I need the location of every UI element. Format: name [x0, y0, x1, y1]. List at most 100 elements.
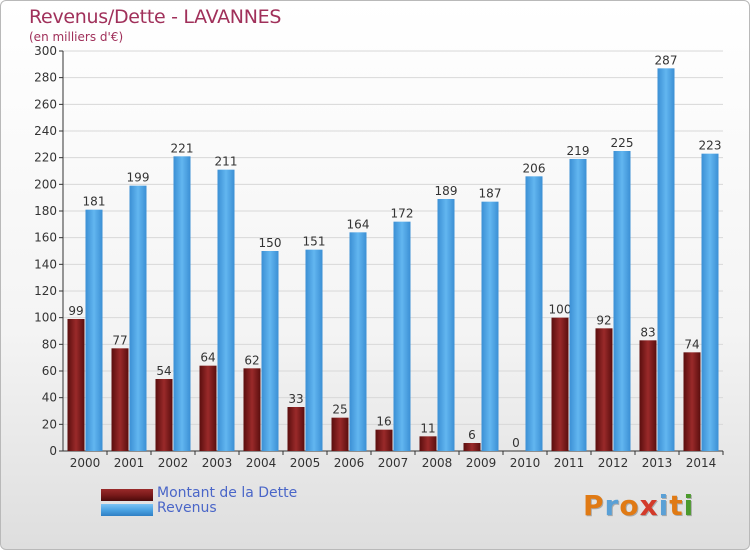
bar-dette — [331, 417, 349, 451]
legend-swatch-revenus — [101, 504, 153, 516]
legend-item-dette: Montant de la Dette — [101, 485, 361, 503]
data-label-revenus: 206 — [523, 161, 546, 175]
legend-label-revenus: Revenus — [157, 500, 217, 516]
data-label-dette: 25 — [332, 403, 347, 417]
data-label-dette: 83 — [640, 325, 655, 339]
bar-dette — [463, 443, 481, 451]
data-label-dette: 6 — [468, 428, 476, 442]
bar-dette — [551, 317, 569, 451]
bar-revenus — [349, 232, 367, 451]
data-label-revenus: 225 — [611, 136, 634, 150]
bar-dette — [67, 319, 85, 451]
logo-letter: i — [683, 489, 695, 522]
data-label-dette: 16 — [376, 415, 391, 429]
bar-dette — [375, 429, 393, 451]
bar-revenus — [173, 156, 191, 452]
bar-dette — [639, 340, 657, 451]
logo-letter: P — [583, 489, 605, 522]
data-label-dette: 64 — [200, 351, 215, 365]
bar-revenus — [393, 221, 411, 451]
data-label-dette: 74 — [684, 337, 699, 351]
legend-swatch-dette — [101, 489, 153, 501]
data-label-dette: 77 — [112, 333, 127, 347]
bar-dette — [155, 379, 173, 451]
data-label-revenus: 219 — [567, 144, 590, 158]
data-label-dette: 92 — [596, 313, 611, 327]
data-label-revenus: 223 — [699, 139, 722, 153]
bar-revenus — [305, 249, 323, 451]
bar-revenus — [129, 185, 147, 451]
x-tick-label: 2000 — [70, 456, 101, 470]
y-tick-label: 160 — [34, 231, 57, 245]
bar-revenus — [613, 151, 631, 451]
y-tick-label: 120 — [34, 284, 57, 298]
bar-revenus — [261, 251, 279, 451]
bar-dette — [111, 348, 129, 451]
x-tick-label: 2004 — [246, 456, 277, 470]
data-label-dette: 33 — [288, 392, 303, 406]
data-label-revenus: 287 — [655, 53, 678, 67]
y-tick-label: 300 — [34, 44, 57, 58]
bar-revenus — [701, 153, 719, 451]
data-label-dette: 11 — [420, 421, 435, 435]
y-tick-label: 260 — [34, 97, 57, 111]
bar-dette — [595, 328, 613, 451]
x-tick-label: 2012 — [598, 456, 629, 470]
y-tick-label: 200 — [34, 177, 57, 191]
logo-letter: i — [658, 489, 670, 522]
logo-letter: x — [639, 489, 659, 522]
x-tick-label: 2003 — [202, 456, 233, 470]
y-tick-label: 20 — [42, 417, 57, 431]
bar-dette — [287, 407, 305, 451]
y-tick-label: 80 — [42, 337, 57, 351]
y-tick-label: 0 — [49, 444, 57, 458]
bar-revenus — [85, 209, 103, 451]
data-label-revenus: 187 — [479, 187, 502, 201]
x-tick-label: 2010 — [510, 456, 541, 470]
data-label-revenus: 151 — [303, 235, 326, 249]
x-tick-label: 2007 — [378, 456, 409, 470]
legend-label-dette: Montant de la Dette — [157, 485, 298, 501]
chart-subtitle: (en milliers d'€) — [29, 30, 124, 44]
y-tick-label: 220 — [34, 151, 57, 165]
bar-revenus — [217, 169, 235, 451]
bar-dette — [419, 436, 437, 451]
data-label-dette: 99 — [68, 304, 83, 318]
bar-dette — [199, 365, 217, 451]
data-label-dette: 62 — [244, 353, 259, 367]
x-tick-label: 2011 — [554, 456, 585, 470]
x-tick-label: 2006 — [334, 456, 365, 470]
logo-letter: t — [669, 489, 684, 522]
logo-letter: r — [604, 489, 620, 522]
x-tick-label: 2009 — [466, 456, 497, 470]
y-tick-label: 100 — [34, 311, 57, 325]
y-tick-label: 60 — [42, 364, 57, 378]
legend-item-revenus: Revenus — [101, 500, 361, 518]
bar-dette — [243, 368, 261, 451]
y-tick-label: 140 — [34, 257, 57, 271]
y-tick-label: 180 — [34, 204, 57, 218]
data-label-dette: 0 — [512, 436, 520, 450]
proxiti-logo: Proxiti — [583, 489, 694, 522]
y-tick-label: 40 — [42, 391, 57, 405]
logo-letter: o — [619, 489, 640, 522]
data-label-revenus: 189 — [435, 184, 458, 198]
bar-revenus — [481, 201, 499, 451]
bar-revenus — [525, 176, 543, 452]
bar-revenus — [657, 68, 675, 451]
chart-title: Revenus/Dette - LAVANNES — [29, 6, 282, 28]
y-tick-label: 240 — [34, 124, 57, 138]
data-label-revenus: 164 — [347, 217, 370, 231]
bar-revenus — [437, 199, 455, 451]
x-tick-label: 2014 — [686, 456, 717, 470]
data-label-revenus: 150 — [259, 236, 282, 250]
x-tick-label: 2002 — [158, 456, 189, 470]
data-label-revenus: 221 — [171, 141, 194, 155]
data-label-dette: 54 — [156, 364, 171, 378]
bar-dette — [683, 352, 701, 451]
data-label-revenus: 211 — [215, 155, 238, 169]
data-label-revenus: 181 — [83, 195, 106, 209]
x-tick-label: 2005 — [290, 456, 321, 470]
